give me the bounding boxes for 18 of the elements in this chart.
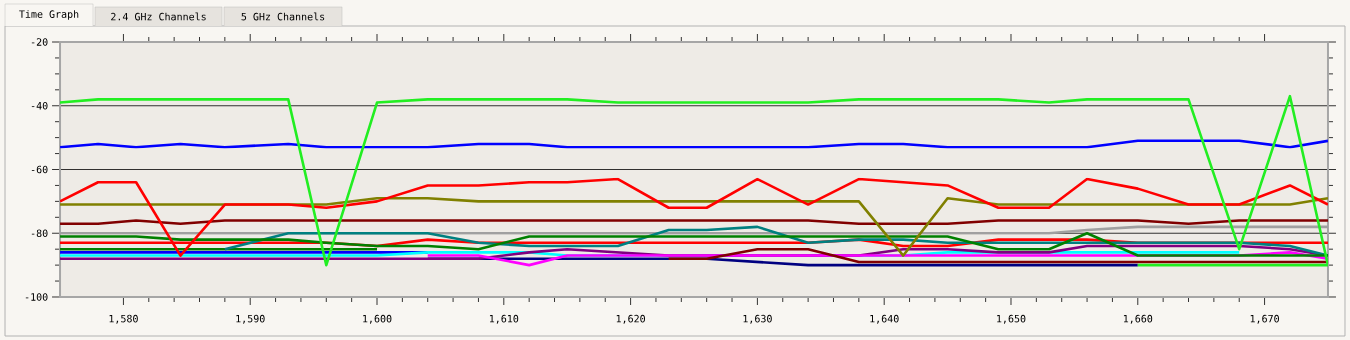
y-tick-label: -100 [25, 293, 48, 301]
x-tick-label: 1,600 [363, 314, 392, 324]
x-tick-label: 1,580 [109, 314, 138, 324]
x-tick-label: 1,670 [1250, 314, 1279, 324]
x-tick-label: 1,630 [743, 314, 772, 324]
x-tick-label: 1,640 [870, 314, 899, 324]
y-tick-label: -20 [31, 38, 48, 46]
y-tick-label: -40 [31, 101, 48, 110]
x-tick-label: 1,660 [1123, 314, 1153, 324]
x-tick-label: 1,590 [236, 314, 265, 324]
text: Time Graph [19, 10, 79, 20]
text: 2.4 GHz Channels [111, 12, 206, 21]
text: 5 GHz Channels [241, 12, 325, 21]
y-tick-label: -60 [31, 165, 48, 174]
x-tick-label: 1,610 [489, 314, 519, 324]
y-tick-label: -80 [31, 229, 48, 238]
x-tick-label: 1,650 [997, 314, 1026, 324]
x-tick-label: 1,620 [616, 314, 646, 324]
